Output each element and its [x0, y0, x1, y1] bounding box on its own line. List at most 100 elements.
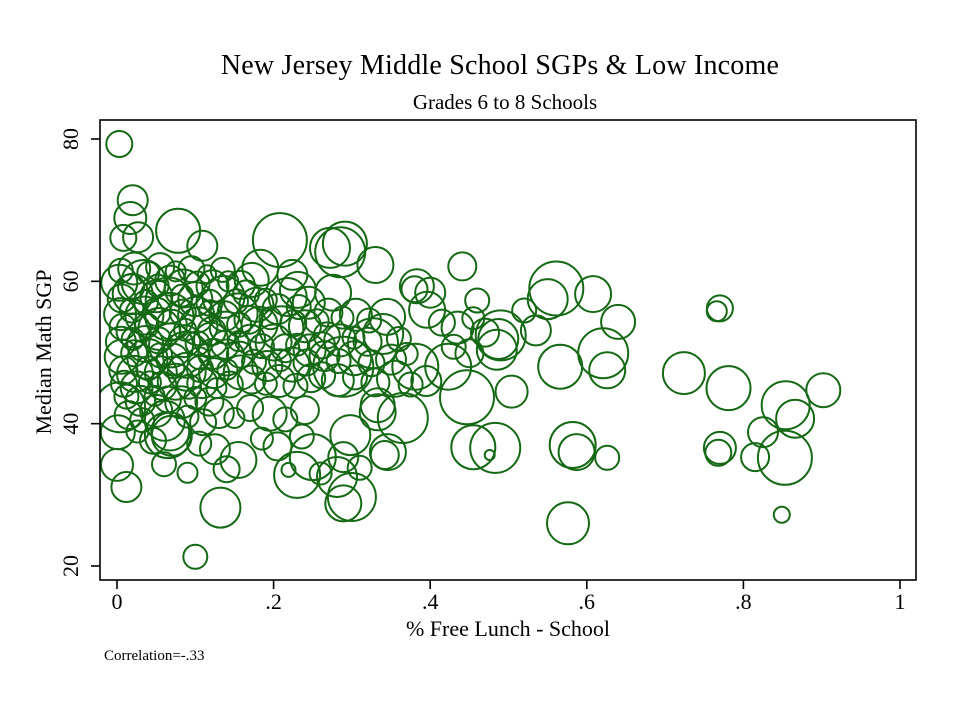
bubble [105, 130, 134, 158]
bubble [189, 408, 218, 437]
bubble [136, 260, 161, 285]
bubble [233, 304, 264, 335]
bubble [223, 407, 246, 429]
x-axis-title: % Free Lunch - School [405, 616, 611, 641]
bubble [740, 442, 771, 473]
bubble [291, 285, 326, 320]
bubble [342, 364, 368, 391]
bubble [109, 223, 138, 252]
x-tick-label: .4 [422, 589, 439, 614]
bubble [175, 404, 200, 429]
bubble [528, 260, 585, 317]
bubble [219, 441, 258, 479]
bubble [170, 283, 194, 308]
bubble [135, 355, 162, 382]
bubble [376, 392, 429, 444]
bubble [475, 328, 518, 371]
bubble [702, 430, 737, 465]
bubble [233, 261, 270, 298]
bubble [360, 367, 391, 398]
bubble [400, 275, 429, 304]
bubble [308, 461, 333, 486]
bubble [288, 423, 315, 450]
bubble [113, 201, 148, 235]
bubble [546, 501, 590, 546]
bubble [273, 450, 322, 499]
bubble [325, 348, 352, 374]
bubble [251, 395, 288, 432]
bubble [120, 339, 149, 368]
bubble [574, 275, 613, 314]
bubble [285, 332, 310, 357]
bubble [151, 451, 177, 478]
bubble [494, 374, 529, 409]
bubble [313, 297, 344, 328]
bubble [548, 421, 597, 469]
bubble [705, 300, 728, 323]
bubble [511, 297, 538, 324]
bubble [215, 370, 244, 399]
bubble [182, 543, 209, 570]
bubble [369, 440, 400, 470]
bubble [410, 365, 443, 397]
bubble [760, 380, 811, 431]
bubble [289, 395, 320, 426]
bubble [324, 484, 363, 523]
bubble [262, 364, 297, 398]
bubble [316, 456, 358, 498]
bubble [327, 441, 360, 474]
bubble [110, 471, 143, 503]
bubble [139, 393, 174, 428]
bubble [139, 426, 167, 455]
bubble [148, 322, 194, 369]
bubble [113, 400, 144, 431]
bubble [236, 394, 265, 422]
bubble [116, 184, 149, 217]
bubble [705, 294, 734, 323]
bubble [359, 387, 396, 424]
bubble [212, 455, 241, 484]
bubble [376, 359, 414, 398]
bubble [588, 351, 627, 390]
bubble [176, 461, 199, 484]
bubble [427, 308, 456, 337]
bubble [164, 385, 199, 420]
bubble [117, 251, 152, 286]
bubble [362, 313, 405, 355]
bubble [450, 424, 497, 471]
bubble [100, 263, 139, 302]
bubble [398, 268, 435, 305]
bubble [440, 310, 475, 345]
bubble [164, 260, 187, 283]
bubble [397, 371, 424, 398]
bubble [156, 362, 195, 401]
bubble [254, 323, 293, 362]
bubble [320, 363, 355, 398]
x-tick-label: .2 [265, 589, 282, 614]
bubble [519, 314, 552, 347]
bubble [440, 333, 467, 360]
bubble [163, 268, 204, 309]
bubble [122, 221, 155, 254]
bubble [216, 358, 239, 381]
bubble [326, 472, 377, 522]
bubble [282, 372, 309, 399]
bubble [262, 431, 293, 462]
bubble [194, 386, 225, 417]
bubble [287, 309, 322, 344]
bubble [202, 397, 235, 429]
bubble [234, 323, 267, 356]
x-tick-label: .6 [579, 589, 596, 614]
bubble [368, 433, 407, 472]
bubble [414, 276, 447, 309]
bubble [704, 438, 733, 467]
bubble [143, 384, 166, 407]
bubble [236, 364, 267, 395]
bubble [775, 398, 816, 439]
bubble [251, 212, 308, 269]
bubble [469, 421, 522, 474]
bubble [577, 327, 630, 380]
x-tick-label: .8 [735, 589, 752, 614]
bubble [385, 326, 412, 352]
